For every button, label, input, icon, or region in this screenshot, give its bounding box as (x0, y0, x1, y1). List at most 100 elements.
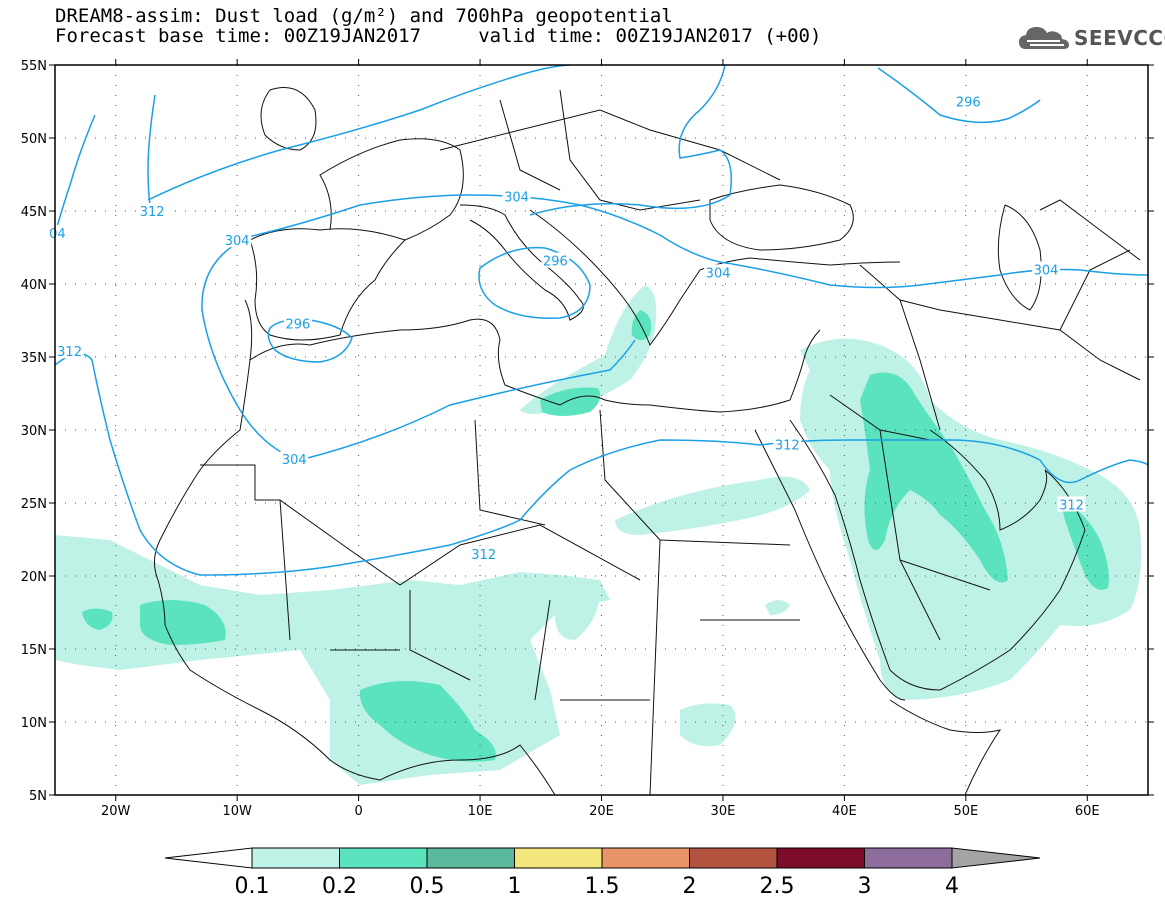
contour-label-bg (469, 546, 498, 562)
dust-core-coast (82, 608, 113, 630)
lat-tick-label: 35N (21, 351, 47, 366)
contour-296-italy (478, 246, 591, 319)
colorbar-label: 0.2 (322, 874, 357, 899)
contour-label: 304 (504, 190, 529, 205)
lat-tick-label: 45N (21, 205, 47, 220)
dust-core-arabia (860, 372, 1008, 583)
contour-label-bg (283, 315, 312, 331)
colorbar: 0.1 0.2 0.5 1 1.5 2 2.5 3 4 (164, 847, 1041, 899)
lat-tick-label: 55N (21, 59, 47, 74)
contour-label-bg (223, 232, 252, 248)
contour-312-far-west (55, 114, 96, 236)
colorbar-label: 2.5 (760, 874, 795, 899)
cloud-logo-icon (1019, 27, 1069, 49)
border-sahel (330, 590, 800, 701)
contour-label: 312 (471, 548, 496, 563)
colorbar-swatch (426, 847, 515, 869)
colorbar-swatch (689, 847, 778, 869)
contour-label-bg (704, 264, 733, 280)
lat-tick-label: 5N (29, 789, 47, 804)
colorbar-swatch (864, 847, 953, 869)
contour-label: 312 (775, 439, 800, 454)
border-europe-1 (439, 109, 781, 181)
map-title: DREAM8-assim: Dust load (g/m²) and 700hP… (55, 5, 673, 27)
contour-label: 296 (543, 255, 568, 270)
contour-label-bg (502, 188, 531, 204)
contour-label-bg (1057, 496, 1086, 512)
colorbar-arrow-right (951, 847, 1041, 869)
dust-core-senegal (140, 600, 226, 645)
lat-tick-label: 40N (21, 278, 47, 293)
colorbar-label: 1.5 (585, 874, 620, 899)
forecast-time-line: Forecast base time: 00Z19JAN2017 valid t… (55, 25, 822, 47)
dust-core-nigeria (359, 681, 496, 762)
dust-core-libya (540, 387, 601, 416)
lat-tick-label: 30N (21, 424, 47, 439)
colorbar-swatch (514, 847, 603, 869)
contour-label: 312 (1059, 498, 1084, 513)
contour-label: 04 (49, 227, 66, 242)
border-arabia (829, 394, 991, 641)
coast-levant (789, 329, 821, 401)
lon-tick-label: 30E (711, 804, 736, 819)
contour-labels: 312 312 304 296 304 304 296 304 312 312 296 304 312 0… (47, 93, 1086, 563)
contour-304-central (247, 194, 1148, 289)
colorbar-label: 1 (508, 874, 522, 899)
contour-label: 304 (1034, 263, 1059, 278)
contour-label-bg (280, 451, 309, 467)
contour-312-north (147, 65, 571, 201)
contour-label: 304 (282, 453, 307, 468)
colorbar-swatch (251, 847, 340, 869)
contour-304-west (201, 236, 636, 461)
contour-label-bg (541, 252, 570, 268)
contour-312-atlantic-north (147, 94, 156, 206)
contour-304-balkans (529, 65, 732, 216)
coast-red-sea-east (789, 419, 941, 691)
contour-label: 312 (140, 205, 165, 220)
contour-label-bg (47, 224, 68, 240)
coast-balkans-greece (529, 209, 901, 347)
contour-label-bg (954, 93, 983, 109)
lat-tick-label: 20N (21, 570, 47, 585)
logo-text: SEEVCCC (1074, 26, 1165, 50)
contour-label: 312 (57, 345, 82, 360)
contour-label-bg (1031, 261, 1060, 277)
coast-iberia (249, 228, 406, 341)
coast-red-sea-west (754, 429, 906, 701)
border-central-asia (1039, 199, 1141, 331)
dust-shading (55, 285, 1142, 785)
coast-caspian (997, 204, 1042, 311)
coast-italy (459, 204, 584, 321)
lon-tick-label: 0 (354, 804, 362, 819)
dust-area-aegean (520, 285, 657, 414)
colorbar-label: 3 (858, 874, 872, 899)
colorbar-swatch (776, 847, 865, 869)
lat-tick-label: 25N (21, 497, 47, 512)
colorbar-label: 2 (683, 874, 697, 899)
lon-tick-label: 40E (832, 804, 857, 819)
contour-312-west (55, 352, 1148, 576)
contour-label-bg (55, 343, 84, 359)
border-europe-2 (499, 89, 701, 211)
coast-black-sea (709, 184, 854, 251)
lon-tick-label: 10E (468, 804, 493, 819)
border-sahara-2 (279, 409, 791, 795)
lon-tick-label: 20W (101, 804, 131, 819)
coast-horn (889, 699, 1002, 795)
coastlines (154, 87, 1141, 795)
lon-tick-label: 10W (222, 804, 252, 819)
coast-west-africa (154, 299, 556, 795)
dust-area-egypt (615, 476, 810, 535)
dust-area-sudan (680, 703, 736, 747)
contour-label: 304 (706, 266, 731, 281)
contour-label: 296 (956, 96, 981, 111)
lon-tick-label: 60E (1075, 804, 1100, 819)
coast-britain (260, 87, 317, 151)
contour-296-east (877, 67, 1041, 124)
border-middle-east (859, 264, 1141, 431)
contour-label-bg (773, 436, 802, 452)
lat-tick-label: 10N (21, 716, 47, 731)
lat-tick-label: 15N (21, 643, 47, 658)
dust-area-small (765, 600, 790, 615)
